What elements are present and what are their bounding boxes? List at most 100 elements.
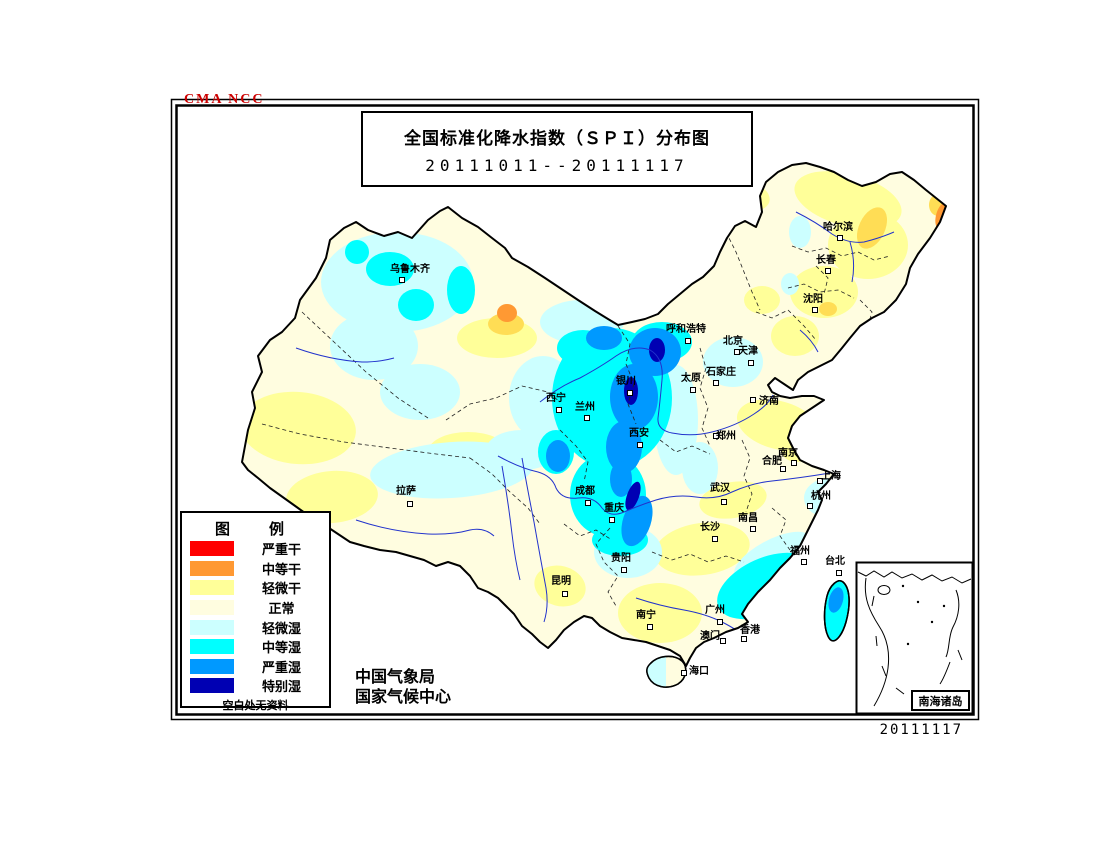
- legend-item-label: 轻微湿: [261, 620, 301, 636]
- city-marker: [734, 349, 740, 355]
- legend-item: 轻微干: [182, 578, 329, 598]
- legend-color-swatch: [190, 580, 234, 596]
- city-label: 武汉: [710, 483, 730, 494]
- agency-watermark: CMA NCC: [184, 92, 265, 107]
- city-marker: [801, 559, 807, 565]
- city-label: 天津: [738, 346, 758, 357]
- city-label: 北京: [723, 336, 743, 347]
- city-label: 乌鲁木齐: [390, 264, 430, 275]
- city-label: 重庆: [604, 503, 624, 514]
- city-label: 呼和浩特: [666, 324, 706, 335]
- city-marker: [609, 517, 615, 523]
- legend-item: 中等湿: [182, 637, 329, 657]
- legend-color-swatch: [190, 560, 234, 576]
- legend-color-swatch: [190, 678, 234, 694]
- city-label: 澳门: [700, 631, 720, 642]
- city-marker: [584, 415, 590, 421]
- city-marker: [713, 380, 719, 386]
- city-label: 西宁: [546, 393, 566, 404]
- city-label: 贵阳: [611, 553, 631, 564]
- city-marker: [713, 433, 719, 439]
- province-boundaries: [261, 231, 891, 607]
- city-marker: [399, 277, 405, 283]
- city-marker: [780, 466, 786, 472]
- city-label: 成都: [575, 486, 595, 497]
- city-marker: [750, 397, 756, 403]
- city-label: 香港: [740, 625, 760, 636]
- legend-item: 严重干: [182, 539, 329, 559]
- city-marker: [647, 624, 653, 630]
- city-marker: [812, 307, 818, 313]
- legend-item-label: 特别湿: [261, 679, 301, 695]
- city-marker: [721, 499, 727, 505]
- city-label: 昆明: [551, 576, 571, 587]
- city-label: 西安: [629, 428, 649, 439]
- city-marker: [621, 567, 627, 573]
- inner-frame: [175, 104, 975, 716]
- city-marker: [681, 670, 687, 676]
- legend-color-swatch: [190, 639, 234, 655]
- legend-color-swatch: [190, 600, 234, 616]
- city-marker: [748, 360, 754, 366]
- city-marker: [712, 536, 718, 542]
- legend-no-data-note: 空白处无资料: [222, 699, 289, 712]
- city-marker: [791, 460, 797, 466]
- city-label: 海口: [689, 666, 709, 677]
- city-marker: [837, 235, 843, 241]
- legend-item: 中等干: [182, 559, 329, 579]
- legend-item-label: 轻微干: [261, 581, 301, 597]
- org-line-2: 国家气候中心: [355, 689, 452, 706]
- city-marker: [836, 570, 842, 576]
- city-label: 福州: [790, 546, 810, 557]
- city-label: 长沙: [700, 522, 720, 533]
- city-label: 石家庄: [706, 367, 736, 378]
- outer-frame: [170, 98, 980, 721]
- title-box: 全国标准化降水指数（ＳＰＩ）分布图 20111011--20111117: [361, 111, 753, 187]
- rivers: [295, 211, 895, 631]
- hainan-island: [646, 655, 687, 688]
- city-label: 银川: [616, 376, 636, 387]
- city-marker: [717, 619, 723, 625]
- city-label: 南宁: [636, 610, 656, 621]
- city-marker: [825, 268, 831, 274]
- legend-color-swatch: [190, 541, 234, 557]
- city-label: 南昌: [738, 513, 758, 524]
- legend-item-label: 严重湿: [261, 659, 301, 675]
- city-label: 太原: [681, 373, 701, 384]
- city-label: 长春: [816, 255, 836, 266]
- city-marker: [637, 442, 643, 448]
- city-label: 广州: [705, 605, 725, 616]
- city-marker: [685, 338, 691, 344]
- map-date-range: 20111011--20111117: [425, 156, 689, 175]
- city-label: 哈尔滨: [823, 222, 853, 233]
- city-marker: [807, 503, 813, 509]
- legend-item: 严重湿: [182, 657, 329, 677]
- city-marker: [720, 638, 726, 644]
- city-label: 沈阳: [803, 294, 823, 305]
- map-title: 全国标准化降水指数（ＳＰＩ）分布图: [404, 129, 710, 148]
- city-label: 杭州: [811, 491, 831, 502]
- legend-color-swatch: [190, 658, 234, 674]
- city-label: 兰州: [575, 402, 595, 413]
- legend-item-label: 中等干: [261, 561, 301, 577]
- city-marker: [817, 478, 823, 484]
- legend-color-swatch: [190, 619, 234, 635]
- city-label: 郑州: [716, 431, 736, 442]
- city-marker: [750, 526, 756, 532]
- legend-item-label: 中等湿: [261, 640, 301, 656]
- city-marker: [562, 591, 568, 597]
- city-label: 南京: [778, 448, 798, 459]
- footer-organisation: 中国气象局 国家气候中心: [355, 668, 451, 708]
- city-label: 拉萨: [396, 486, 416, 497]
- city-label: 上海: [821, 471, 841, 482]
- legend-title: 图 例: [214, 521, 296, 538]
- city-marker: [585, 500, 591, 506]
- legend-rows: 严重干 中等干 轻微干 正常 轻微湿 中等湿 严重湿 特别湿: [182, 539, 329, 696]
- legend-item-label: 严重干: [261, 542, 301, 558]
- issue-date: 20111117: [879, 722, 963, 738]
- city-marker: [407, 501, 413, 507]
- inset-label: 南海诸岛: [918, 695, 963, 708]
